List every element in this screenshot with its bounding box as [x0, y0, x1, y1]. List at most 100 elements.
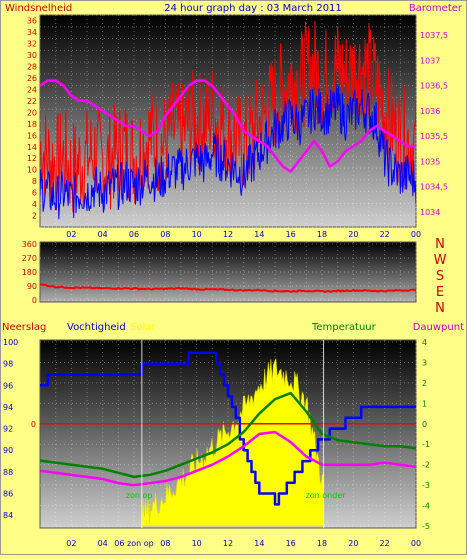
wind-direction-plot-area	[39, 241, 417, 303]
x-tick-label: 14	[254, 539, 264, 548]
humidity-ticks: 100 98 96 94 92 90 88 86 84	[3, 338, 18, 520]
rain-legend: Neerslag	[2, 322, 46, 333]
humidity-tick-label: 92	[3, 425, 13, 434]
wind-tick-label: 14	[27, 143, 37, 152]
x-tick-label: 00	[411, 539, 421, 548]
solar-area	[141, 357, 324, 527]
direction-tick-label: 360	[22, 240, 37, 249]
barometer-axis-title: Barometer	[409, 3, 463, 14]
x-tick-label: 10	[192, 539, 202, 548]
humidity-tick-label: 100	[3, 338, 18, 347]
temperature-tick-label: 4	[422, 338, 427, 347]
x-tick-label: 16	[286, 230, 296, 239]
wind-pressure-series	[40, 20, 416, 220]
series-line-vochtigheid	[40, 351, 416, 506]
temperature-tick-label: -3	[422, 481, 430, 490]
wind-tick-label: 34	[27, 28, 37, 37]
x-tick-label: 02	[66, 539, 76, 548]
wind-axis-title: Windsnelheid	[5, 3, 72, 14]
solar-legend-faint: Solar	[130, 322, 156, 333]
compass-letter: E	[436, 285, 444, 300]
wind-tick-label: 28	[27, 63, 37, 72]
series-line-barometer	[40, 79, 416, 173]
barometer-tick-label: 1037,5	[420, 31, 448, 40]
temperature-tick-label: -5	[422, 522, 430, 531]
x-tick-label: 08	[160, 230, 170, 239]
wind-tick-label: 18	[27, 120, 37, 129]
x-tick-label: 20	[348, 230, 358, 239]
wind-tick-label: 12	[27, 154, 37, 163]
x-tick-label: 22	[380, 539, 390, 548]
barometer-tick-label: 1035,5	[420, 132, 448, 141]
sunset-label: zon onder	[306, 491, 347, 500]
wind-direction-series	[40, 283, 416, 293]
x-tick-label: 06 zon op	[114, 539, 153, 548]
compass-letter: W	[434, 253, 447, 268]
x-tick-label: 04	[98, 539, 108, 548]
chart-title: 24 hour graph day : 03 March 2011	[164, 3, 342, 14]
direction-tick-label: 0	[32, 296, 37, 305]
temperature-tick-label: 2	[422, 379, 427, 388]
wind-direction-grid	[40, 242, 417, 302]
humidity-tick-label: 98	[3, 360, 13, 369]
wind-tick-label: 10	[27, 166, 37, 175]
humidity-tick-label: 84	[3, 511, 13, 520]
barometer-tick-label: 1036,5	[420, 82, 448, 91]
series-line-temperatuur	[40, 391, 416, 479]
x-tick-label: 18	[317, 539, 327, 548]
x-tick-label: 18	[317, 230, 327, 239]
wind-pressure-x-ticks: 02 04 06 08 10 12 14 16 18 20 22 00	[66, 230, 421, 239]
sunrise-label: zon op	[126, 491, 153, 500]
wind-direction-line	[40, 283, 416, 293]
x-tick-label: 00	[411, 230, 421, 239]
humidity-legend: Vochtigheid	[67, 322, 126, 333]
x-tick-label: 12	[223, 539, 233, 548]
barometer-ticks: 1037,5 1037 1036,5 1036 1035,5 1035 1034,5 1034	[420, 31, 448, 217]
x-tick-label: 14	[254, 230, 264, 239]
temperature-tick-label: -4	[422, 502, 430, 511]
wind-tick-label: 2	[32, 212, 37, 221]
temperature-tick-label: 0	[422, 420, 427, 429]
temperature-legend: Temperatuur	[311, 322, 377, 333]
x-tick-label: 22	[380, 230, 390, 239]
wind-tick-label: 36	[27, 17, 37, 26]
x-tick-label: 06	[129, 230, 139, 239]
compass-letter: N	[435, 237, 445, 252]
wind-tick-label: 16	[27, 131, 37, 140]
x-tick-label: 12	[223, 230, 233, 239]
wind-tick-label: 32	[27, 40, 37, 49]
temperature-tick-label: -1	[422, 440, 430, 449]
series-line-gust-average	[40, 84, 416, 220]
barometer-tick-label: 1037	[420, 56, 440, 65]
series-line-windsnelheid	[40, 20, 416, 213]
compass-letter: N	[435, 301, 445, 316]
dewpoint-legend: Dauwpunt	[413, 322, 464, 333]
direction-tick-label: 270	[22, 254, 37, 263]
humidity-tick-label: 90	[3, 446, 13, 455]
barometer-tick-label: 1036	[420, 107, 440, 116]
x-tick-label: 08	[160, 539, 170, 548]
temperature-tick-label: 3	[422, 358, 427, 367]
humidity-tick-label: 96	[3, 381, 13, 390]
wind-speed-ticks: 36 34 32 30 28 26 24 22 20 18 16 14 12 10 8 6 4 2	[27, 17, 37, 221]
x-tick-label: 02	[66, 230, 76, 239]
wind-tick-label: 30	[27, 51, 37, 60]
wind-tick-label: 20	[27, 108, 37, 117]
humidity-temp-x-ticks: 02 04 06 zon op 08 10 12 14 16 18 20 22 00	[66, 539, 421, 548]
wind-tick-label: 8	[32, 177, 37, 186]
temperature-tick-label: 1	[422, 399, 427, 408]
wind-tick-label: 6	[32, 189, 37, 198]
temperature-tick-label: -2	[422, 461, 430, 470]
humidity-tick-label: 86	[3, 490, 13, 499]
barometer-tick-label: 1034	[420, 208, 440, 217]
humidity-tick-label: 88	[3, 468, 13, 477]
rain-zero-label: 0	[31, 420, 36, 429]
compass-letter: S	[436, 269, 444, 284]
wind-tick-label: 22	[27, 97, 37, 106]
humidity-tick-label: 94	[3, 403, 13, 412]
direction-tick-label: 90	[27, 282, 37, 291]
wind-tick-label: 24	[27, 85, 37, 94]
wind-tick-label: 26	[27, 74, 37, 83]
x-tick-label: 16	[286, 539, 296, 548]
